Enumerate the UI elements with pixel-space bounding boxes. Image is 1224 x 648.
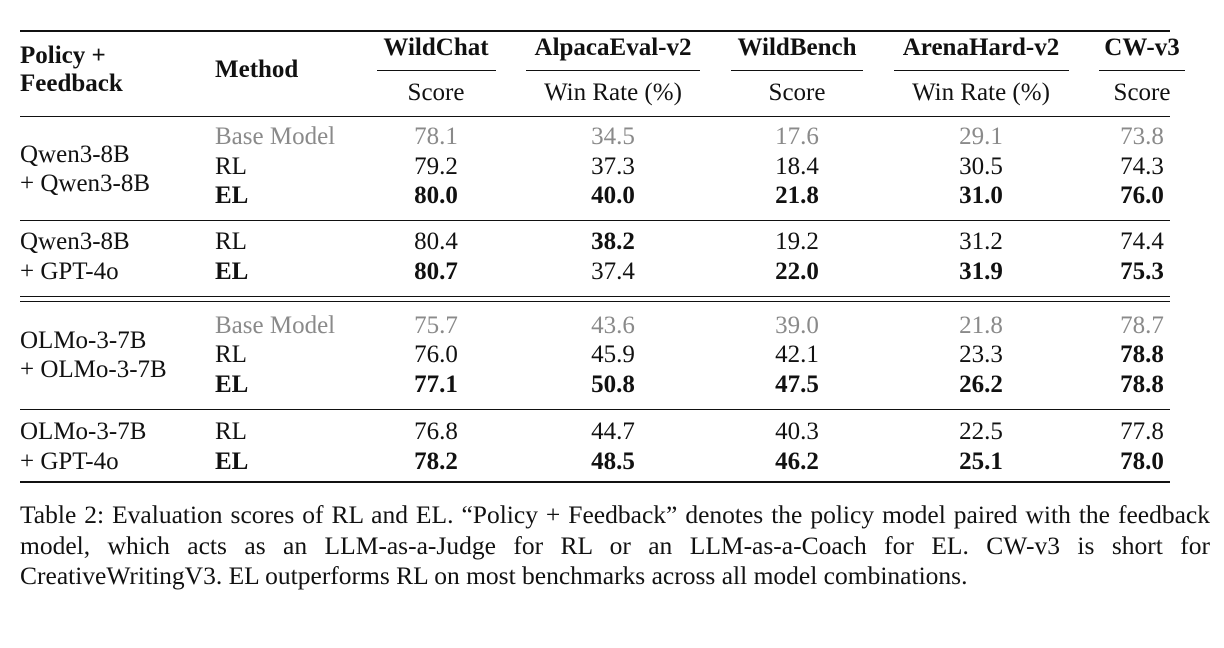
score-cell: 78.8: [1120, 341, 1164, 368]
score-cell: 22.5: [959, 418, 1003, 445]
score-cell: 34.5: [591, 123, 635, 150]
score-cell: 78.0: [1120, 448, 1164, 475]
score-cell: 76.0: [1120, 182, 1164, 209]
group-policy-line1: OLMo-3-7B: [20, 418, 147, 445]
top-rule: [20, 30, 1170, 32]
score-cell: 40.0: [591, 182, 635, 209]
method-label: EL: [215, 182, 249, 209]
score-cell: 37.3: [591, 153, 635, 180]
method-label: EL: [215, 258, 249, 285]
score-cell: 21.8: [959, 312, 1003, 339]
score-cell: 78.7: [1120, 312, 1164, 339]
score-cell: 44.7: [591, 418, 635, 445]
header-benchmark-wildchat: WildChat: [383, 34, 489, 61]
method-label: RL: [215, 418, 247, 445]
score-cell: 45.9: [591, 341, 635, 368]
cmidrule-alpacaeval: [526, 70, 700, 71]
header-metric-wildchat: Score: [407, 79, 465, 106]
score-cell: 31.9: [959, 258, 1003, 285]
double-rule-bottom: [20, 301, 1170, 302]
score-cell: 30.5: [959, 153, 1003, 180]
method-label: EL: [215, 448, 249, 475]
cmidrule-cwv3: [1099, 70, 1185, 71]
score-cell: 50.8: [591, 371, 635, 398]
header-metric-alpacaeval: Win Rate (%): [544, 79, 682, 106]
group-policy-line2: + GPT-4o: [20, 258, 119, 285]
score-cell: 80.0: [414, 182, 458, 209]
score-cell: 79.2: [414, 153, 458, 180]
score-cell: 37.4: [591, 258, 635, 285]
score-cell: 43.6: [591, 312, 635, 339]
header-benchmark-alpacaeval: AlpacaEval-v2: [534, 34, 692, 61]
score-cell: 22.0: [775, 258, 819, 285]
score-cell: 31.0: [959, 182, 1003, 209]
cmidrule-wildchat: [377, 70, 496, 71]
bottom-rule: [20, 481, 1170, 483]
score-cell: 80.4: [414, 228, 458, 255]
score-cell: 40.3: [775, 418, 819, 445]
table-caption: Table 2: Evaluation scores of RL and EL.…: [20, 500, 1210, 590]
score-cell: 78.1: [414, 123, 458, 150]
header-metric-cwv3: Score: [1113, 79, 1171, 106]
score-cell: 18.4: [775, 153, 819, 180]
group-policy-line1: OLMo-3-7B: [20, 327, 147, 354]
group-policy-line2: + Qwen3-8B: [20, 170, 151, 197]
header-rule: [20, 116, 1170, 117]
score-cell: 42.1: [775, 341, 819, 368]
score-cell: 75.3: [1120, 258, 1164, 285]
score-cell: 46.2: [775, 448, 819, 475]
score-cell: 48.5: [591, 448, 635, 475]
score-cell: 31.2: [959, 228, 1003, 255]
score-cell: 78.8: [1120, 371, 1164, 398]
method-label: RL: [215, 341, 247, 368]
score-cell: 19.2: [775, 228, 819, 255]
score-cell: 74.3: [1120, 153, 1164, 180]
header-policy-feedback-line1: Policy +: [20, 42, 106, 69]
score-cell: 76.0: [414, 341, 458, 368]
group-policy-line1: Qwen3-8B: [20, 228, 130, 255]
group-policy-line2: + GPT-4o: [20, 448, 119, 475]
score-cell: 25.1: [959, 448, 1003, 475]
header-metric-arenahard: Win Rate (%): [912, 79, 1050, 106]
method-label: RL: [215, 228, 247, 255]
score-cell: 23.3: [959, 341, 1003, 368]
score-cell: 29.1: [959, 123, 1003, 150]
cmidrule-arenahard: [894, 70, 1069, 71]
group-rule: [20, 409, 1170, 410]
group-policy-line1: Qwen3-8B: [20, 141, 130, 168]
score-cell: 76.8: [414, 418, 458, 445]
score-cell: 38.2: [591, 228, 635, 255]
header-benchmark-wildbench: WildBench: [737, 34, 857, 61]
group-rule: [20, 220, 1170, 221]
header-benchmark-cwv3: CW-v3: [1104, 34, 1180, 61]
score-cell: 77.1: [414, 371, 458, 398]
score-cell: 39.0: [775, 312, 819, 339]
header-policy-feedback-line2: Feedback: [20, 70, 123, 97]
score-cell: 21.8: [775, 182, 819, 209]
method-label: Base Model: [215, 312, 336, 339]
method-label: EL: [215, 371, 249, 398]
score-cell: 75.7: [414, 312, 458, 339]
score-cell: 77.8: [1120, 418, 1164, 445]
score-cell: 17.6: [775, 123, 819, 150]
method-label: RL: [215, 153, 247, 180]
score-cell: 73.8: [1120, 123, 1164, 150]
method-label: Base Model: [215, 123, 336, 150]
header-method: Method: [215, 56, 299, 83]
score-cell: 26.2: [959, 371, 1003, 398]
score-cell: 47.5: [775, 371, 819, 398]
group-policy-line2: + OLMo-3-7B: [20, 356, 167, 383]
score-cell: 80.7: [414, 258, 458, 285]
double-rule-top: [20, 296, 1170, 297]
header-benchmark-arenahard: ArenaHard-v2: [902, 34, 1060, 61]
header-metric-wildbench: Score: [768, 79, 826, 106]
score-cell: 78.2: [414, 448, 458, 475]
score-cell: 74.4: [1120, 228, 1164, 255]
cmidrule-wildbench: [731, 70, 863, 71]
